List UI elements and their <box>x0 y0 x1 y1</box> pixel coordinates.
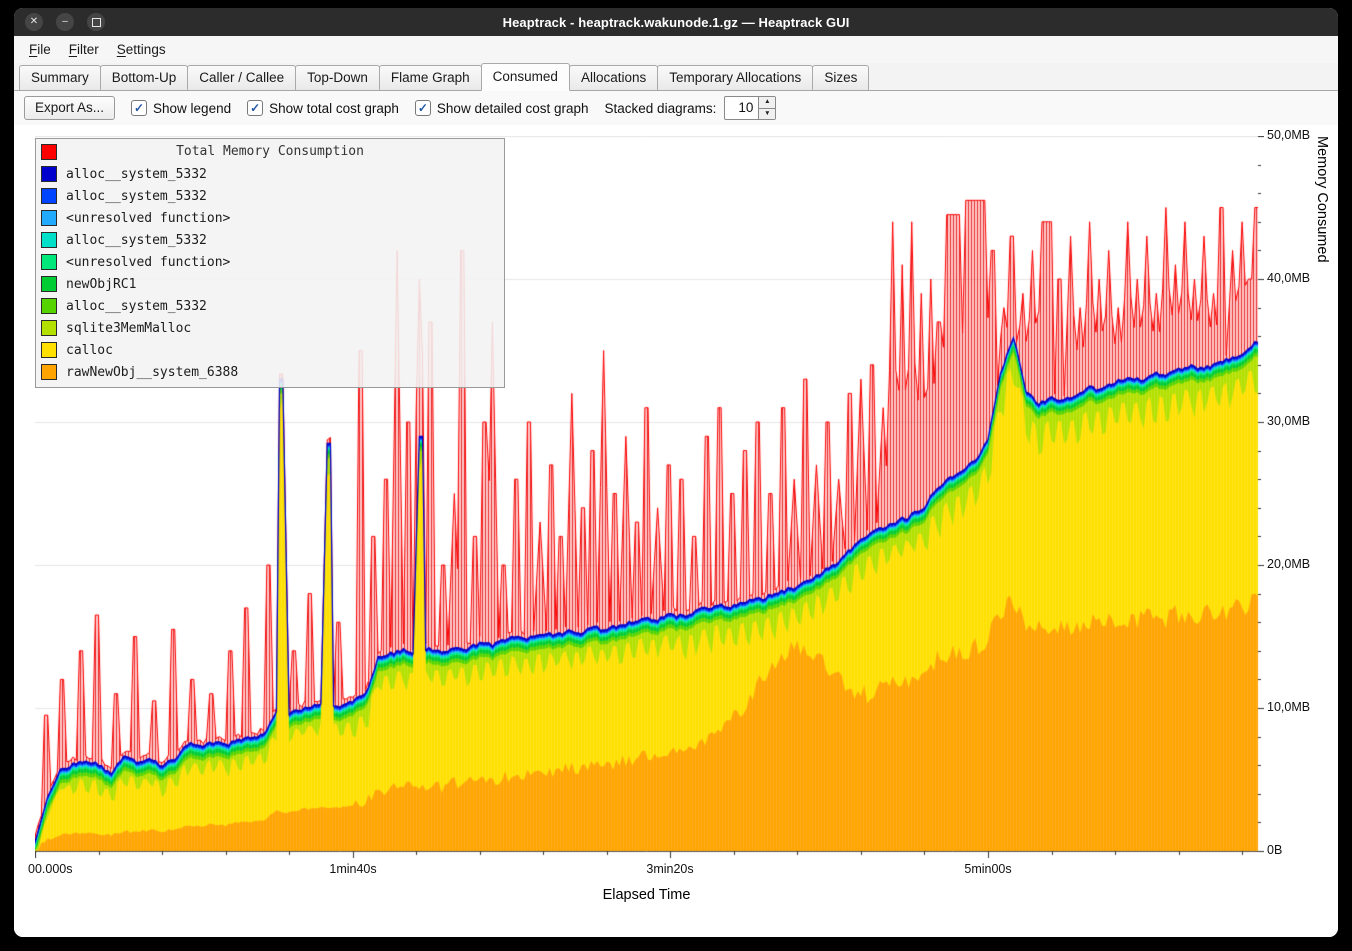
checkbox-checked-icon: ✓ <box>131 100 148 116</box>
legend-item-label: <unresolved function> <box>66 254 231 270</box>
legend-item-label: <unresolved function> <box>66 210 231 226</box>
toolbar: Export As... ✓ Show legend ✓ Show total … <box>14 91 1338 125</box>
stacked-diagrams-label: Stacked diagrams: <box>604 100 717 116</box>
checkbox-checked-icon: ✓ <box>414 100 431 116</box>
window-controls: ✕ – <box>25 13 105 31</box>
y-axis-tick-label: 20,0MB <box>1267 557 1311 571</box>
show-total-cost-graph-label: Show total cost graph <box>269 100 399 116</box>
tab-top-down[interactable]: Top-Down <box>295 65 380 90</box>
x-axis-tick-label: 00.000s <box>28 862 73 876</box>
menu-filter-label: ilter <box>77 42 99 57</box>
legend-item: <unresolved function> <box>36 251 504 273</box>
legend-title-swatch <box>41 144 57 160</box>
x-axis-tick-label: 1min40s <box>329 862 377 876</box>
spin-down-button[interactable]: ▼ <box>759 108 776 119</box>
y-axis-tick-label: 40,0MB <box>1267 271 1311 285</box>
legend-item-label: newObjRC1 <box>66 276 137 292</box>
close-button[interactable]: ✕ <box>25 13 43 31</box>
tab-bar: Summary Bottom-Up Caller / Callee Top-Do… <box>14 63 1338 91</box>
legend-item: newObjRC1 <box>36 273 504 295</box>
show-legend-label: Show legend <box>153 100 232 116</box>
menu-settings[interactable]: Settings <box>108 38 175 61</box>
tab-summary[interactable]: Summary <box>19 65 101 90</box>
legend-swatch <box>41 364 57 380</box>
x-axis-tick-label: 3min20s <box>646 862 694 876</box>
legend-item-label: alloc__system_5332 <box>66 188 207 204</box>
legend-item: <unresolved function> <box>36 207 504 229</box>
title-bar: ✕ – Heaptrack - heaptrack.wakunode.1.gz … <box>14 8 1338 36</box>
menu-settings-mnemonic: S <box>116 42 126 57</box>
x-axis-title: Elapsed Time <box>602 887 691 903</box>
heaptrack-window: ✕ – Heaptrack - heaptrack.wakunode.1.gz … <box>14 8 1338 937</box>
legend-item: alloc__system_5332 <box>36 163 504 185</box>
legend-item: calloc <box>36 339 504 361</box>
tab-caller-callee[interactable]: Caller / Callee <box>187 65 297 90</box>
legend-item: rawNewObj__system_6388 <box>36 361 504 383</box>
y-axis-tick-label: 30,0MB <box>1267 414 1311 428</box>
legend-swatch <box>41 342 57 358</box>
legend-item-label: rawNewObj__system_6388 <box>66 364 239 380</box>
minimize-icon: – <box>62 16 68 27</box>
show-total-cost-graph-checkbox[interactable]: ✓ Show total cost graph <box>247 100 399 116</box>
legend-item: alloc__system_5332 <box>36 229 504 251</box>
legend-item: sqlite3MemMalloc <box>36 317 504 339</box>
spin-up-button[interactable]: ▲ <box>759 97 776 109</box>
legend-swatch <box>41 166 57 182</box>
legend-title: Total Memory Consumption <box>176 144 364 159</box>
legend-items: alloc__system_5332 alloc__system_5332 <unr… <box>36 163 504 383</box>
legend-item-label: alloc__system_5332 <box>66 232 207 248</box>
show-detailed-cost-graph-checkbox[interactable]: ✓ Show detailed cost graph <box>414 100 589 116</box>
show-detailed-cost-graph-label: Show detailed cost graph <box>436 100 589 116</box>
legend-swatch <box>41 320 57 336</box>
menu-filter[interactable]: Filter <box>60 38 108 61</box>
y-axis-tick-label: 50,0MB <box>1267 128 1311 142</box>
legend-swatch <box>41 298 57 314</box>
legend-item-label: calloc <box>66 342 113 358</box>
maximize-icon <box>91 17 101 27</box>
legend-item-label: alloc__system_5332 <box>66 298 207 314</box>
checkbox-checked-icon: ✓ <box>247 100 264 116</box>
tab-allocations[interactable]: Allocations <box>568 65 659 90</box>
show-legend-checkbox[interactable]: ✓ Show legend <box>131 100 231 116</box>
menu-file-mnemonic: F <box>29 42 38 57</box>
x-axis-tick-label: 5min00s <box>964 862 1012 876</box>
y-axis-title: Memory Consumed <box>1314 136 1330 263</box>
legend-title-row: Total Memory Consumption <box>36 141 504 163</box>
tab-sizes[interactable]: Sizes <box>812 65 870 90</box>
export-as-button[interactable]: Export As... <box>24 96 116 120</box>
minimize-button[interactable]: – <box>56 13 74 31</box>
legend-swatch <box>41 210 57 226</box>
chart-legend: Total Memory Consumption alloc__system_5… <box>35 138 505 388</box>
tab-bottom-up[interactable]: Bottom-Up <box>99 65 189 90</box>
legend-item-label: sqlite3MemMalloc <box>66 320 192 336</box>
chart-area: Total Memory Consumption alloc__system_5… <box>14 125 1338 937</box>
y-axis-tick-label: 0B <box>1267 843 1283 857</box>
legend-item-label: alloc__system_5332 <box>66 166 207 182</box>
spinbox-buttons: ▲ ▼ <box>758 97 776 119</box>
tab-consumed[interactable]: Consumed <box>480 63 570 91</box>
legend-swatch <box>41 188 57 204</box>
maximize-button[interactable] <box>87 13 105 31</box>
menu-file-label: ile <box>37 42 51 57</box>
menu-filter-mnemonic: F <box>68 42 78 57</box>
legend-swatch <box>41 254 57 270</box>
menu-settings-label: ettings <box>125 42 166 57</box>
legend-item: alloc__system_5332 <box>36 295 504 317</box>
menu-file[interactable]: File <box>20 38 60 61</box>
window-title: Heaptrack - heaptrack.wakunode.1.gz — He… <box>502 14 850 30</box>
stacked-diagrams-spinbox[interactable]: 10 ▲ ▼ <box>724 96 777 120</box>
y-axis-tick-label: 10,0MB <box>1267 700 1311 714</box>
tab-flame-graph[interactable]: Flame Graph <box>378 65 482 90</box>
close-icon: ✕ <box>29 16 39 27</box>
legend-item: alloc__system_5332 <box>36 185 504 207</box>
menu-bar: File Filter Settings <box>14 36 1338 63</box>
spinbox-value[interactable]: 10 <box>738 100 754 115</box>
tab-temporary-allocations[interactable]: Temporary Allocations <box>657 65 814 90</box>
legend-swatch <box>41 232 57 248</box>
legend-swatch <box>41 276 57 292</box>
